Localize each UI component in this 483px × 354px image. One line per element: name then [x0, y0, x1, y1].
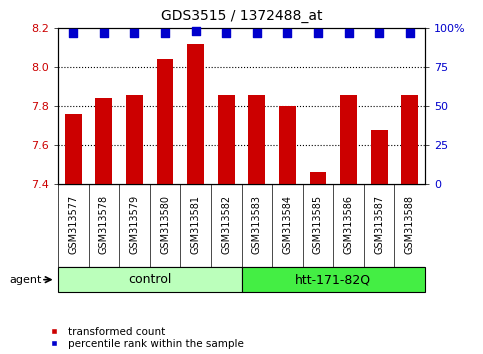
Text: GSM313578: GSM313578	[99, 194, 109, 253]
Text: GSM313584: GSM313584	[283, 194, 292, 253]
Point	[130, 30, 138, 36]
Bar	[401, 95, 418, 184]
Legend: transformed count, percentile rank within the sample: transformed count, percentile rank withi…	[44, 327, 244, 349]
Bar	[156, 59, 173, 184]
Point	[314, 30, 322, 36]
Text: GSM313579: GSM313579	[129, 194, 140, 253]
Bar	[218, 95, 235, 184]
Bar	[126, 95, 143, 184]
Point	[284, 30, 291, 36]
Text: GSM313587: GSM313587	[374, 194, 384, 253]
Text: GDS3515 / 1372488_at: GDS3515 / 1372488_at	[161, 9, 322, 23]
Point	[100, 30, 108, 36]
Text: control: control	[128, 273, 171, 286]
Text: GSM313577: GSM313577	[68, 194, 78, 253]
Bar	[96, 98, 112, 184]
Point	[161, 30, 169, 36]
Text: GSM313580: GSM313580	[160, 194, 170, 253]
Text: GSM313583: GSM313583	[252, 194, 262, 253]
Bar	[340, 95, 357, 184]
Text: GSM313588: GSM313588	[405, 194, 415, 253]
Point	[222, 30, 230, 36]
Bar	[58, 267, 242, 292]
Text: GSM313582: GSM313582	[221, 194, 231, 253]
Text: GSM313585: GSM313585	[313, 194, 323, 253]
Bar	[279, 106, 296, 184]
Text: agent: agent	[10, 275, 42, 285]
Bar	[187, 44, 204, 184]
Text: GSM313581: GSM313581	[191, 194, 200, 253]
Point	[192, 29, 199, 34]
Bar	[242, 267, 425, 292]
Point	[70, 30, 77, 36]
Bar	[248, 95, 265, 184]
Point	[253, 30, 261, 36]
Point	[375, 30, 383, 36]
Point	[345, 30, 353, 36]
Text: htt-171-82Q: htt-171-82Q	[295, 273, 371, 286]
Bar	[310, 172, 327, 184]
Bar	[371, 130, 387, 184]
Text: GSM313586: GSM313586	[343, 194, 354, 253]
Point	[406, 30, 413, 36]
Bar	[65, 114, 82, 184]
